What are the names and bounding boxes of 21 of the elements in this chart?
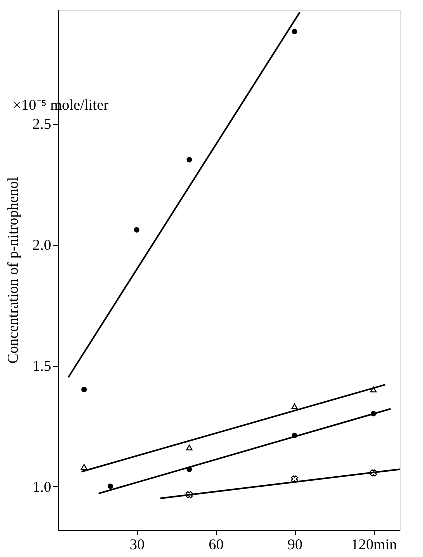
point xyxy=(370,470,378,477)
point xyxy=(186,491,194,499)
point xyxy=(81,464,88,470)
point xyxy=(370,386,377,393)
y-tick-label: 2.5 xyxy=(32,117,52,134)
point xyxy=(292,29,298,34)
point xyxy=(108,484,114,490)
x-tick-label: 30 xyxy=(130,538,145,554)
point xyxy=(186,157,192,163)
y-tick-label: 1.0 xyxy=(32,480,52,496)
y-axis-title: Concentration of p-nitrophenol xyxy=(6,177,22,364)
y-tick-label: 2.0 xyxy=(32,238,52,254)
y-tick-label: 1.5 xyxy=(32,359,52,376)
point xyxy=(291,476,298,483)
x-tick-label: 120min xyxy=(351,538,398,554)
point xyxy=(134,227,140,233)
point xyxy=(82,386,88,392)
x-tick-label: 60 xyxy=(208,538,224,554)
x-tick-label: 90 xyxy=(288,538,303,554)
point xyxy=(186,444,193,451)
point xyxy=(292,404,298,410)
